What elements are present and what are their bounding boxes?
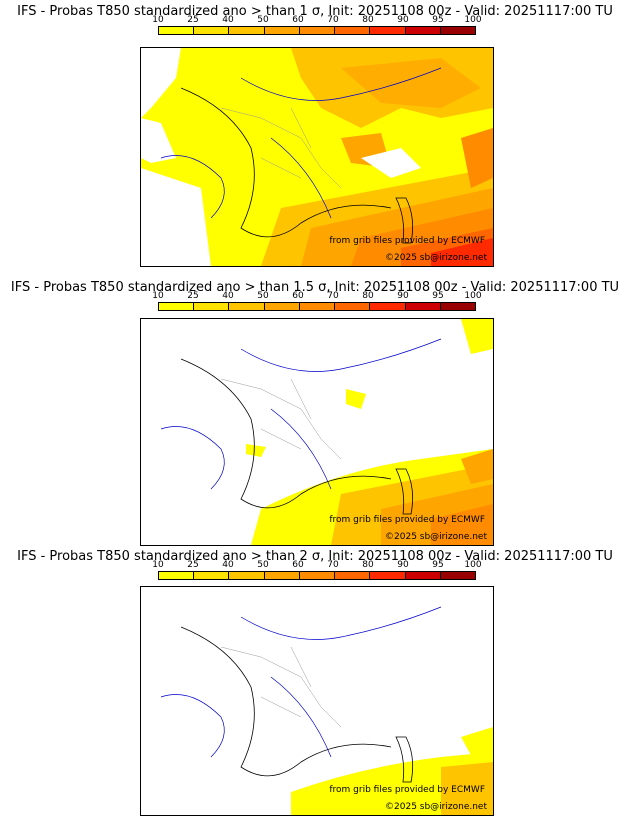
colorbar-labels: 10 25 40 50 60 70 80 90 95 100: [150, 560, 490, 570]
tick-label: 70: [327, 15, 339, 25]
tick-label: 80: [362, 560, 374, 570]
colorbar-swatch: [299, 572, 336, 579]
colorbar-swatch: [370, 572, 406, 579]
panel-title: IFS - Probas T850 standardized ano > tha…: [10, 280, 620, 295]
europe-map-icon: [141, 48, 493, 266]
europe-map-icon: [141, 319, 493, 545]
tick-label: 25: [187, 291, 199, 301]
tick-label: 95: [432, 291, 444, 301]
colorbar-swatch: [229, 27, 265, 34]
colorbar-swatch: [264, 572, 300, 579]
tick-label: 10: [152, 560, 164, 570]
colorbar-swatch: [194, 572, 230, 579]
tick-label: 60: [292, 15, 304, 25]
colorbar: [158, 571, 476, 580]
tick-label: 100: [464, 560, 482, 570]
tick-label: 40: [222, 291, 234, 301]
colorbar-swatch: [229, 303, 265, 310]
colorbar-swatch: [370, 303, 406, 310]
probability-map: from grib files provided by ECMWF ©2025 …: [140, 586, 494, 816]
probability-map: from grib files provided by ECMWF ©2025 …: [140, 318, 494, 546]
tick-label: 25: [187, 560, 199, 570]
colorbar-swatch: [440, 27, 475, 34]
europe-map-icon: [141, 587, 493, 815]
tick-label: 60: [292, 560, 304, 570]
tick-label: 90: [397, 560, 409, 570]
tick-label: 95: [432, 560, 444, 570]
colorbar-swatch: [440, 303, 475, 310]
tick-label: 25: [187, 15, 199, 25]
panel-title: IFS - Probas T850 standardized ano > tha…: [17, 549, 613, 564]
tick-label: 95: [432, 15, 444, 25]
tick-label: 40: [222, 15, 234, 25]
tick-label: 40: [222, 560, 234, 570]
colorbar-swatch: [159, 303, 195, 310]
panel-2: IFS - Probas T850 standardized ano > tha…: [0, 270, 630, 546]
colorbar-swatch: [159, 572, 195, 579]
tick-label: 50: [257, 291, 269, 301]
colorbar-swatch: [264, 27, 300, 34]
copyright-credit: ©2025 sb@irizone.net: [385, 802, 487, 812]
tick-label: 50: [257, 560, 269, 570]
tick-label: 70: [327, 291, 339, 301]
panel-1: IFS - Probas T850 standardized ano > tha…: [0, 0, 630, 268]
colorbar-swatch: [159, 27, 195, 34]
colorbar-swatch: [229, 572, 265, 579]
colorbar-swatch: [264, 303, 300, 310]
colorbar-swatch: [335, 303, 371, 310]
data-source-credit: from grib files provided by ECMWF: [329, 515, 485, 525]
colorbar-swatch: [405, 303, 441, 310]
tick-label: 100: [464, 15, 482, 25]
colorbar-labels: 10 25 40 50 60 70 80 90 95 100: [150, 15, 490, 25]
tick-label: 10: [152, 15, 164, 25]
tick-label: 80: [362, 291, 374, 301]
data-source-credit: from grib files provided by ECMWF: [329, 236, 485, 246]
panel-title: IFS - Probas T850 standardized ano > tha…: [17, 4, 613, 19]
tick-label: 80: [362, 15, 374, 25]
colorbar-swatch: [335, 572, 371, 579]
colorbar-swatch: [299, 303, 336, 310]
colorbar-swatch: [405, 27, 441, 34]
tick-label: 60: [292, 291, 304, 301]
tick-label: 50: [257, 15, 269, 25]
colorbar-swatch: [370, 27, 406, 34]
tick-label: 90: [397, 15, 409, 25]
colorbar-labels: 10 25 40 50 60 70 80 90 95 100: [150, 291, 490, 301]
tick-label: 100: [464, 291, 482, 301]
colorbar-swatch: [440, 572, 475, 579]
colorbar-swatch: [405, 572, 441, 579]
colorbar-swatch: [194, 27, 230, 34]
data-source-credit: from grib files provided by ECMWF: [329, 785, 485, 795]
copyright-credit: ©2025 sb@irizone.net: [385, 532, 487, 542]
colorbar-swatch: [335, 27, 371, 34]
panel-3: IFS - Probas T850 standardized ano > tha…: [0, 540, 630, 816]
colorbar-swatch: [194, 303, 230, 310]
tick-label: 10: [152, 291, 164, 301]
probability-map: from grib files provided by ECMWF ©2025 …: [140, 47, 494, 267]
colorbar: [158, 302, 476, 311]
tick-label: 90: [397, 291, 409, 301]
colorbar-swatch: [299, 27, 336, 34]
tick-label: 70: [327, 560, 339, 570]
colorbar: [158, 26, 476, 35]
copyright-credit: ©2025 sb@irizone.net: [385, 253, 487, 263]
